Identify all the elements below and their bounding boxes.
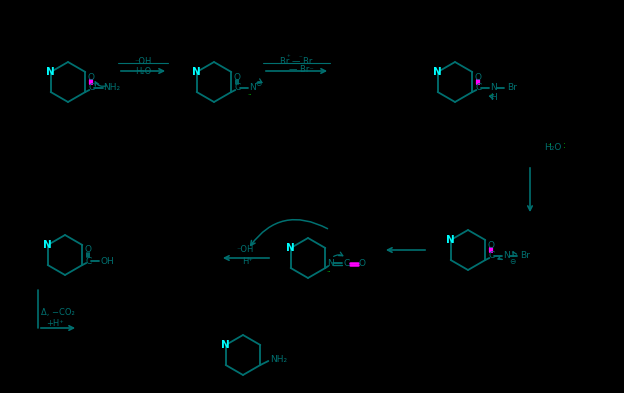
Text: N: N xyxy=(433,67,442,77)
Text: O: O xyxy=(359,259,366,268)
Text: Br: Br xyxy=(520,252,530,261)
Text: N: N xyxy=(46,67,55,77)
Text: Br: Br xyxy=(507,83,517,92)
Text: ⊖: ⊖ xyxy=(509,257,515,266)
Text: ..: .. xyxy=(326,267,331,273)
Text: ..: .. xyxy=(489,90,494,96)
Text: ⊖: ⊖ xyxy=(255,79,261,88)
Text: N: N xyxy=(490,83,497,92)
Text: C: C xyxy=(488,252,494,261)
Text: C: C xyxy=(85,257,92,266)
Text: C: C xyxy=(475,83,482,92)
Text: O: O xyxy=(88,72,95,81)
Text: H⁺: H⁺ xyxy=(243,257,253,266)
Text: +H⁺: +H⁺ xyxy=(46,318,64,327)
Text: N: N xyxy=(286,243,295,253)
Text: NH₂: NH₂ xyxy=(103,83,120,92)
Text: ⁻OH: ⁻OH xyxy=(134,57,152,66)
Text: — Br⁻: — Br⁻ xyxy=(289,64,314,73)
Text: N: N xyxy=(192,67,201,77)
Text: ⁺: ⁺ xyxy=(286,55,290,61)
Text: N: N xyxy=(222,340,230,350)
Text: C: C xyxy=(343,259,349,268)
Text: H₂O: H₂O xyxy=(135,66,151,75)
Text: H: H xyxy=(490,94,497,103)
Text: N: N xyxy=(43,240,52,250)
Text: ⁻: ⁻ xyxy=(299,55,303,61)
Text: O: O xyxy=(234,72,241,81)
Text: N: N xyxy=(503,252,510,261)
Text: NH₂: NH₂ xyxy=(270,354,287,364)
Text: O: O xyxy=(85,246,92,255)
Text: ..: .. xyxy=(547,140,551,146)
Text: Br — Br: Br — Br xyxy=(280,57,313,66)
Text: N: N xyxy=(446,235,455,245)
Text: N: N xyxy=(249,83,256,92)
Text: O: O xyxy=(488,241,495,250)
Text: ..: .. xyxy=(247,90,251,96)
Text: O: O xyxy=(475,72,482,81)
Text: Δ, −CO₂: Δ, −CO₂ xyxy=(41,307,75,316)
Text: N: N xyxy=(327,259,334,268)
Text: ⁻OH: ⁻OH xyxy=(236,244,254,253)
Text: OH: OH xyxy=(100,257,114,266)
Text: C: C xyxy=(234,83,240,92)
Text: C: C xyxy=(88,83,94,92)
Text: :: : xyxy=(563,141,565,149)
Text: H₂O: H₂O xyxy=(544,143,562,152)
